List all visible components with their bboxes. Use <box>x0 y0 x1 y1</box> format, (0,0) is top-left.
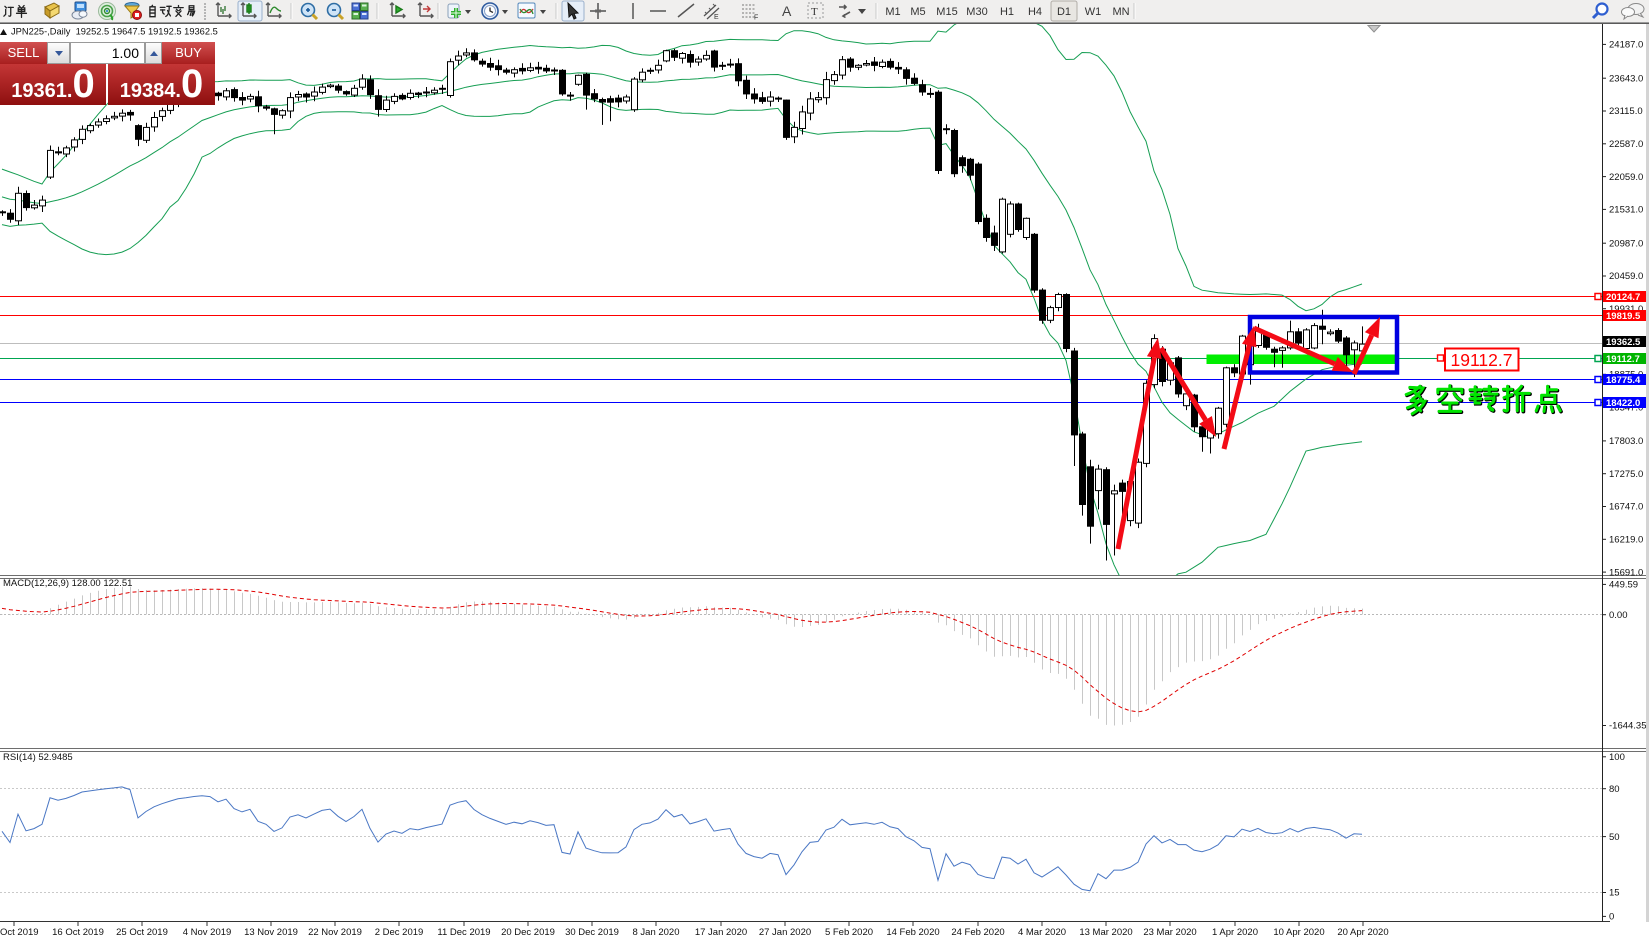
svg-text:M30: M30 <box>966 6 987 18</box>
svg-text:11 Dec 2019: 11 Dec 2019 <box>437 927 490 938</box>
svg-text:4 Mar 2020: 4 Mar 2020 <box>1018 927 1066 938</box>
svg-text:23 Mar 2020: 23 Mar 2020 <box>1143 927 1196 938</box>
svg-text:A: A <box>782 3 792 19</box>
svg-text:0: 0 <box>1609 912 1614 923</box>
svg-text:Oct 2019: Oct 2019 <box>0 927 39 938</box>
svg-text:18775.4: 18775.4 <box>1606 375 1641 386</box>
svg-text:14 Feb 2020: 14 Feb 2020 <box>886 927 939 938</box>
svg-text:5 Feb 2020: 5 Feb 2020 <box>825 927 873 938</box>
svg-text:19112.7: 19112.7 <box>1606 354 1640 365</box>
svg-text:20987.0: 20987.0 <box>1609 238 1643 249</box>
svg-text:F: F <box>754 15 758 22</box>
svg-text:20 Apr 2020: 20 Apr 2020 <box>1337 927 1388 938</box>
svg-text:22587.0: 22587.0 <box>1609 139 1643 150</box>
svg-text:16219.0: 16219.0 <box>1609 535 1643 546</box>
svg-text:16747.0: 16747.0 <box>1609 502 1643 513</box>
svg-text:24187.0: 24187.0 <box>1609 40 1643 51</box>
svg-text:30 Dec 2019: 30 Dec 2019 <box>565 927 619 938</box>
svg-text:18422.0: 18422.0 <box>1606 398 1640 409</box>
svg-text:23115.0: 23115.0 <box>1609 106 1643 117</box>
svg-text:25 Oct 2019: 25 Oct 2019 <box>116 927 168 938</box>
svg-text:0.00: 0.00 <box>1609 610 1628 621</box>
svg-text:H4: H4 <box>1028 6 1042 18</box>
svg-text:24 Feb 2020: 24 Feb 2020 <box>951 927 1004 938</box>
svg-text:19819.5: 19819.5 <box>1606 311 1641 322</box>
svg-text:19931.0: 19931.0 <box>1609 304 1643 315</box>
svg-text:22 Nov 2019: 22 Nov 2019 <box>308 927 362 938</box>
svg-text:20 Dec 2019: 20 Dec 2019 <box>501 927 555 938</box>
svg-text:27 Jan 2020: 27 Jan 2020 <box>759 927 811 938</box>
svg-text:RSI(14) 52.9485: RSI(14) 52.9485 <box>3 752 73 763</box>
svg-text:T: T <box>811 6 818 18</box>
svg-text:2 Dec 2019: 2 Dec 2019 <box>375 927 424 938</box>
svg-text:13 Nov 2019: 13 Nov 2019 <box>244 927 298 938</box>
svg-text:15691.0: 15691.0 <box>1609 567 1643 578</box>
svg-text:20124.7: 20124.7 <box>1606 292 1640 303</box>
svg-text:H1: H1 <box>1000 6 1014 18</box>
svg-text:E: E <box>714 14 719 21</box>
svg-text:16 Oct 2019: 16 Oct 2019 <box>52 927 104 938</box>
svg-text:23643.0: 23643.0 <box>1609 73 1643 84</box>
svg-text:17275.0: 17275.0 <box>1609 469 1643 480</box>
svg-text:15: 15 <box>1609 888 1620 899</box>
svg-text:80: 80 <box>1609 784 1620 795</box>
svg-text:17 Jan 2020: 17 Jan 2020 <box>695 927 747 938</box>
svg-text:M15: M15 <box>936 6 957 18</box>
svg-text:100: 100 <box>1609 752 1625 763</box>
svg-text:1 Apr 2020: 1 Apr 2020 <box>1212 927 1258 938</box>
svg-text:50: 50 <box>1609 832 1620 843</box>
svg-text:JPN225-,Daily 19252.5 19647.5: JPN225-,Daily 19252.5 19647.5 19192.5 19… <box>11 27 218 37</box>
svg-text:13 Mar 2020: 13 Mar 2020 <box>1079 927 1132 938</box>
svg-text:21531.0: 21531.0 <box>1609 205 1643 216</box>
svg-text:449.59: 449.59 <box>1609 580 1638 591</box>
svg-text:19112.7: 19112.7 <box>1451 350 1513 370</box>
svg-text:-1644.35: -1644.35 <box>1609 721 1647 732</box>
svg-text:20459.0: 20459.0 <box>1609 271 1643 282</box>
svg-text:17803.0: 17803.0 <box>1609 436 1643 447</box>
svg-text:4 Nov 2019: 4 Nov 2019 <box>183 927 232 938</box>
svg-text:M5: M5 <box>910 6 925 18</box>
svg-text:M1: M1 <box>885 6 900 18</box>
svg-text:8 Jan 2020: 8 Jan 2020 <box>632 927 679 938</box>
svg-text:MACD(12,26,9) 128.00 122.51: MACD(12,26,9) 128.00 122.51 <box>3 578 132 589</box>
svg-text:22059.0: 22059.0 <box>1609 172 1643 183</box>
svg-text:D1: D1 <box>1057 6 1071 18</box>
svg-text:19362.5: 19362.5 <box>1606 337 1641 348</box>
svg-text:10 Apr 2020: 10 Apr 2020 <box>1273 927 1324 938</box>
svg-text:W1: W1 <box>1085 6 1102 18</box>
svg-text:MN: MN <box>1112 6 1129 18</box>
